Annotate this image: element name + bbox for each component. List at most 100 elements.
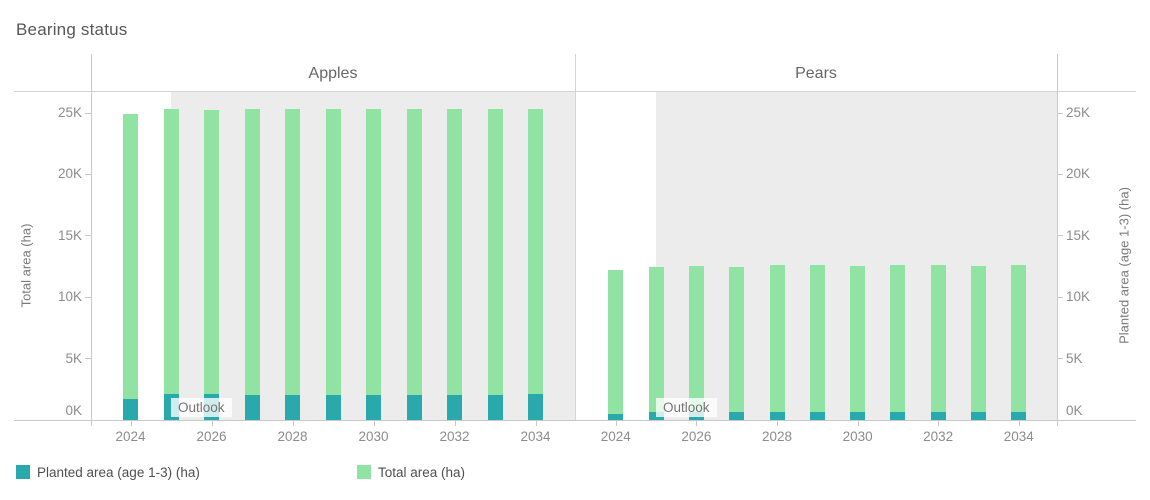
x-axis-line bbox=[14, 420, 1136, 421]
bar-planted-pears-2031[interactable] bbox=[890, 412, 906, 420]
x-tick-pears-2030 bbox=[857, 421, 859, 426]
bar-total-pears-2029[interactable] bbox=[809, 265, 825, 420]
bar-total-apples-2031[interactable] bbox=[406, 108, 422, 420]
bar-total-apples-2032[interactable] bbox=[447, 108, 462, 420]
x-tick-label-pears-2024: 2024 bbox=[600, 429, 631, 444]
bar-total-pears-2032[interactable] bbox=[930, 265, 946, 420]
x-tick-pears-2028 bbox=[777, 421, 778, 426]
legend-label-planted-area: Planted area (age 1-3) (ha) bbox=[37, 464, 200, 480]
bar-planted-apples-2033[interactable] bbox=[487, 394, 503, 420]
x-tick-apples-2026 bbox=[211, 421, 213, 426]
y-tick-label-left-0K: 0K bbox=[65, 403, 82, 418]
x-tick-apples-2032 bbox=[454, 421, 456, 426]
bar-planted-apples-2031[interactable] bbox=[406, 394, 422, 420]
bar-total-apples-2028[interactable] bbox=[285, 109, 300, 420]
bar-planted-pears-2024[interactable] bbox=[608, 413, 624, 420]
pane-header-apples: Apples bbox=[308, 65, 358, 82]
page-title: Bearing status bbox=[16, 20, 128, 39]
y-tick-right-20K bbox=[1057, 173, 1063, 175]
bar-total-apples-2027[interactable] bbox=[244, 109, 260, 420]
x-tick-apples-2030 bbox=[373, 421, 375, 426]
x-tick-apples-2028 bbox=[292, 421, 294, 426]
pane-divider-line bbox=[575, 54, 576, 420]
bar-planted-pears-2033[interactable] bbox=[971, 412, 986, 420]
x-tick-pears-2026 bbox=[696, 421, 698, 426]
x-tick-label-pears-2026: 2026 bbox=[681, 429, 712, 444]
bar-planted-apples-2034[interactable] bbox=[528, 394, 543, 420]
y-tick-label-left-15K: 15K bbox=[57, 227, 82, 243]
bar-planted-pears-2032[interactable] bbox=[930, 412, 946, 420]
x-tick-label-apples-2034: 2034 bbox=[520, 429, 551, 444]
bar-total-apples-2034[interactable] bbox=[528, 108, 543, 420]
x-tick-label-pears-2032: 2032 bbox=[923, 429, 954, 444]
x-tick-label-pears-2028: 2028 bbox=[761, 429, 793, 444]
bar-total-pears-2034[interactable] bbox=[1011, 265, 1027, 420]
legend-item-total-area[interactable]: Total area (ha) bbox=[357, 464, 465, 480]
bar-planted-apples-2024[interactable] bbox=[123, 399, 138, 420]
y-tick-left-5K bbox=[85, 358, 91, 360]
x-tick-label-pears-2030: 2030 bbox=[842, 429, 873, 444]
bar-planted-apples-2029[interactable] bbox=[325, 395, 341, 420]
pane-header-pears: Pears bbox=[795, 65, 837, 82]
x-tick-pears-2032 bbox=[938, 421, 940, 426]
bar-planted-pears-2030[interactable] bbox=[850, 412, 866, 420]
x-tick-label-apples-2028: 2028 bbox=[277, 429, 308, 444]
bar-planted-apples-2027[interactable] bbox=[244, 394, 260, 420]
bar-total-pears-2031[interactable] bbox=[890, 265, 906, 420]
bar-total-apples-2024[interactable] bbox=[123, 114, 138, 420]
bar-planted-pears-2029[interactable] bbox=[809, 412, 825, 420]
y-tick-label-left-20K: 20K bbox=[57, 166, 82, 182]
x-tick-pears-2034 bbox=[1018, 421, 1020, 426]
y-tick-right-5K bbox=[1057, 358, 1063, 360]
legend-swatch-planted-area bbox=[16, 465, 30, 479]
bar-total-apples-2025[interactable] bbox=[163, 109, 179, 420]
y-tick-label-right-25K: 25K bbox=[1066, 105, 1091, 120]
legend-swatch-total-area bbox=[357, 465, 371, 479]
y-tick-left-20K bbox=[85, 173, 91, 175]
x-tick-label-apples-2032: 2032 bbox=[439, 429, 470, 444]
bar-total-pears-2030[interactable] bbox=[850, 265, 866, 420]
bar-total-pears-2027[interactable] bbox=[729, 266, 745, 420]
bar-total-pears-2028[interactable] bbox=[769, 265, 785, 420]
bar-planted-pears-2027[interactable] bbox=[729, 412, 745, 420]
y-tick-label-right-10K: 10K bbox=[1066, 289, 1091, 305]
legend-item-planted-area[interactable]: Planted area (age 1-3) (ha) bbox=[16, 464, 200, 480]
y-tick-label-left-10K: 10K bbox=[57, 289, 82, 305]
right-axis-line bbox=[1057, 54, 1058, 426]
x-tick-apples-2034 bbox=[535, 421, 537, 426]
x-tick-label-apples-2030: 2030 bbox=[358, 429, 389, 444]
x-tick-label-apples-2026: 2026 bbox=[196, 429, 227, 444]
bar-planted-apples-2032[interactable] bbox=[447, 394, 462, 420]
y-tick-right-15K bbox=[1057, 235, 1063, 237]
y-tick-left-15K bbox=[85, 235, 91, 237]
bar-total-apples-2030[interactable] bbox=[366, 109, 381, 420]
bar-total-apples-2033[interactable] bbox=[487, 108, 503, 420]
y-tick-right-25K bbox=[1057, 112, 1063, 114]
y-tick-left-10K bbox=[85, 296, 91, 298]
y-tick-left-25K bbox=[85, 112, 91, 114]
bar-planted-apples-2028[interactable] bbox=[285, 395, 300, 420]
x-tick-label-pears-2034: 2034 bbox=[1003, 429, 1034, 444]
y-tick-label-right-15K: 15K bbox=[1066, 227, 1091, 243]
bar-total-pears-2026[interactable] bbox=[688, 265, 704, 420]
y-tick-label-right-0K: 0K bbox=[1066, 403, 1083, 418]
x-tick-apples-2024 bbox=[130, 421, 132, 426]
bar-planted-apples-2030[interactable] bbox=[366, 394, 381, 420]
x-tick-label-apples-2024: 2024 bbox=[115, 429, 146, 444]
y-tick-right-10K bbox=[1057, 296, 1063, 298]
x-tick-pears-2024 bbox=[615, 421, 617, 426]
bar-total-pears-2024[interactable] bbox=[608, 270, 624, 420]
left-axis-line bbox=[91, 54, 92, 426]
bar-planted-pears-2028[interactable] bbox=[769, 412, 785, 420]
y-tick-label-right-5K: 5K bbox=[1066, 350, 1083, 366]
bar-total-pears-2025[interactable] bbox=[648, 267, 664, 420]
bar-total-pears-2033[interactable] bbox=[971, 265, 986, 420]
outlook-annotation-pears: Outlook bbox=[656, 398, 717, 417]
bar-total-apples-2029[interactable] bbox=[325, 109, 341, 420]
outlook-annotation-apples: Outlook bbox=[171, 398, 232, 417]
legend-label-total-area: Total area (ha) bbox=[378, 464, 466, 480]
bar-planted-pears-2034[interactable] bbox=[1011, 412, 1027, 420]
bar-total-apples-2026[interactable] bbox=[204, 109, 219, 420]
